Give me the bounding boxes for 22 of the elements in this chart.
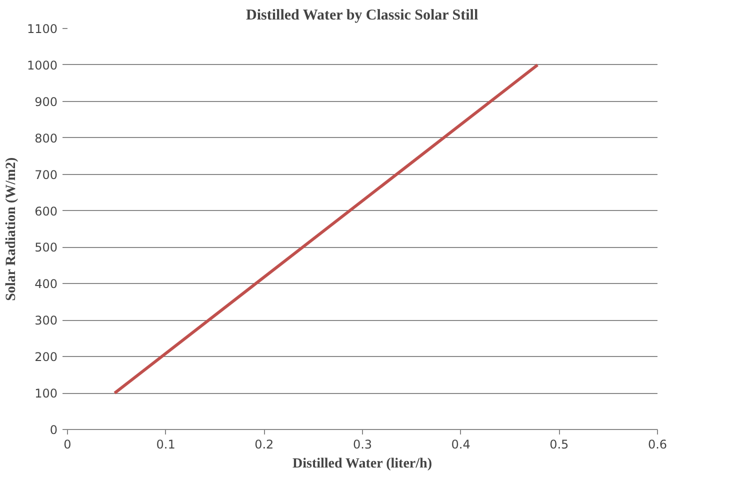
y-tick-label: 500 xyxy=(34,240,58,255)
y-tick-label: 800 xyxy=(34,131,58,146)
y-tick-label: 1100 xyxy=(26,22,58,36)
x-axis-title: Distilled Water (liter/h) xyxy=(292,456,432,472)
y-axis-title: Solar Radiation (W/m2) xyxy=(4,156,19,301)
y-tick-label: 900 xyxy=(34,94,58,109)
x-tick-label: 0.5 xyxy=(550,438,569,452)
y-tick-label: 200 xyxy=(34,350,58,364)
chart-title: Distilled Water by Classic Solar Still xyxy=(246,8,478,24)
x-tick-label: 0.6 xyxy=(648,438,668,452)
y-tick-label: 1000 xyxy=(26,58,58,72)
x-tick-label: 0.3 xyxy=(352,438,372,452)
y-tick-label: 300 xyxy=(34,314,58,328)
y-tick-label: 0 xyxy=(50,423,58,437)
x-tick-label: 0.4 xyxy=(451,438,470,452)
y-tick-label: 400 xyxy=(34,277,58,292)
x-tick-label: 0.1 xyxy=(156,438,176,452)
y-tick-label: 600 xyxy=(34,204,58,218)
y-tick-label: 700 xyxy=(34,168,58,182)
y-tick-label: 100 xyxy=(34,386,58,401)
x-tick-label: 0 xyxy=(64,438,72,452)
x-tick-label: 0.2 xyxy=(254,438,274,452)
